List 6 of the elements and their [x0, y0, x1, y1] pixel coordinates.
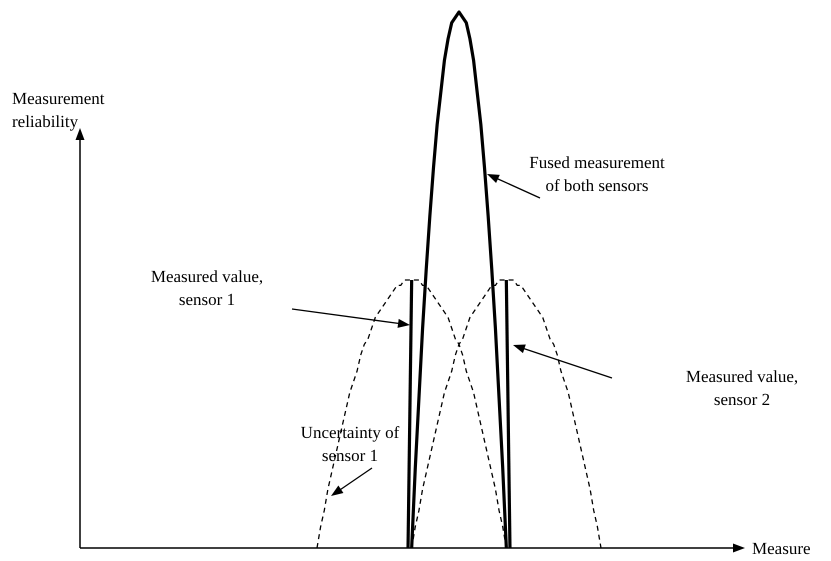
text: Measure [752, 539, 811, 558]
text: Measured value, sensor 1 [150, 267, 264, 309]
annotation: Fused measurement of both sensors [529, 153, 666, 195]
text: Measured value, sensor 2 [686, 367, 798, 409]
text: Measurement reliability [12, 89, 105, 131]
annotation: Uncertainty of sensor 1 [300, 423, 400, 465]
